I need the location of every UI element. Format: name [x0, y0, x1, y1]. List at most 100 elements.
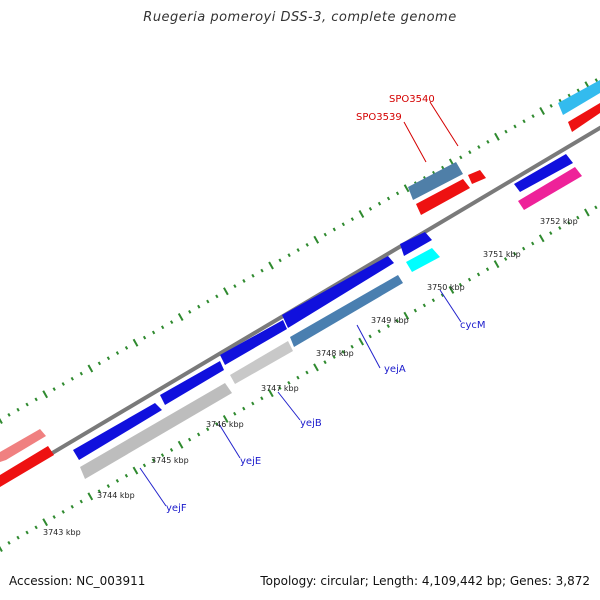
tick-mark [323, 232, 327, 237]
tick-mark [223, 287, 229, 296]
tick-mark [70, 504, 74, 509]
tick-label-3748: 3748 kbp [316, 349, 354, 358]
gene-feature-left-red-inner[interactable] [0, 446, 54, 487]
gene-label-yejf[interactable]: yejF [166, 503, 187, 514]
tick-mark [142, 463, 147, 468]
gene-feature-yejE-gray[interactable] [230, 341, 293, 384]
label-leader-line [439, 289, 462, 323]
tick-mark [350, 344, 354, 349]
tick-mark [151, 458, 156, 463]
gene-feature-yejE-blue[interactable] [160, 361, 224, 405]
tick-mark [448, 285, 455, 294]
tick-mark [79, 499, 83, 504]
tick-label-3745: 3745 kbp [151, 456, 189, 465]
gene-label-spo3540[interactable]: SPO3540 [389, 94, 435, 105]
tick-mark [97, 361, 102, 366]
tick-label-3746: 3746 kbp [206, 420, 244, 429]
tick-mark [61, 509, 65, 514]
tick-mark [268, 261, 274, 270]
tick-mark [132, 338, 139, 347]
tick-mark [522, 246, 526, 251]
tick-mark [132, 466, 139, 475]
tick-mark [233, 411, 237, 416]
tick-mark [476, 272, 481, 277]
tick-mark [278, 258, 282, 263]
tick-mark [485, 267, 490, 272]
tick-mark [52, 515, 56, 519]
tick-mark [504, 129, 508, 134]
label-leader-line [277, 391, 301, 421]
tick-mark [486, 140, 490, 144]
gene-labels: SPO3540 SPO3539 cycM yejA yejB yejE yejF [166, 94, 486, 514]
gene-feature-yejB-blue[interactable] [220, 320, 287, 365]
tick-mark [576, 88, 580, 93]
tick-mark [52, 387, 56, 391]
inner-tick-ring [0, 205, 598, 552]
gene-feature-SPO3540-red[interactable] [468, 170, 486, 184]
tick-mark [305, 370, 309, 375]
label-leader-line [218, 423, 241, 459]
tick-mark [323, 360, 327, 365]
gene-label-yeje[interactable]: yejE [240, 456, 261, 467]
tick-mark [341, 222, 346, 227]
gene-feature-cycM-cyan[interactable] [406, 248, 440, 272]
gene-label-yejb[interactable]: yejB [300, 418, 322, 429]
tick-mark [368, 334, 372, 339]
gene-feature-yejA-steel[interactable] [290, 275, 403, 347]
tick-mark [332, 355, 336, 359]
tick-mark [440, 293, 445, 297]
tick-mark [377, 201, 382, 206]
tick-mark [242, 406, 246, 411]
tick-mark [151, 330, 156, 335]
tick-mark [16, 407, 20, 412]
tick-mark [522, 119, 526, 124]
tick-mark [513, 124, 517, 129]
outer-tick-ring [0, 78, 598, 424]
gene-feature-far-right-red[interactable] [568, 103, 600, 132]
gene-feature-yejF-gray[interactable] [80, 383, 232, 479]
tick-mark [215, 422, 219, 427]
tick-mark [87, 364, 94, 373]
tick-mark [7, 412, 11, 417]
tick-mark [242, 279, 246, 283]
gene-feature-right-blue[interactable] [514, 154, 573, 192]
map-title: Ruegeria pomeroyi DSS-3, complete genome [143, 10, 457, 25]
gene-feature-far-right-cyan[interactable] [558, 80, 600, 115]
tick-mark [368, 206, 373, 211]
tick-mark [196, 432, 201, 437]
tick-mark [386, 196, 391, 201]
tick-mark [115, 351, 120, 355]
gene-label-cycm[interactable]: cycM [460, 320, 486, 331]
tick-mark [0, 417, 3, 424]
tick-mark [549, 103, 553, 108]
label-leader-line [356, 324, 381, 369]
tick-mark [16, 535, 20, 540]
gene-feature-SPO3539-red[interactable] [416, 179, 470, 215]
tick-mark [106, 484, 111, 488]
gene-feature-cycM-blue[interactable] [400, 232, 432, 256]
gene-feature-yejA-blue[interactable] [282, 256, 394, 328]
tick-mark [260, 396, 264, 401]
tick-mark [512, 251, 517, 256]
label-leader-line [403, 121, 427, 163]
tick-mark [42, 518, 48, 527]
gene-feature-SPO3539-steel[interactable] [408, 162, 463, 200]
tick-mark [538, 234, 545, 243]
tick-mark [34, 525, 38, 530]
gene-feature-left-red-outer[interactable] [0, 429, 46, 462]
tick-mark [341, 349, 345, 354]
tick-mark [206, 427, 210, 432]
tick-mark [142, 335, 147, 340]
gene-label-yeja[interactable]: yejA [384, 364, 406, 375]
gene-label-spo3539[interactable]: SPO3539 [356, 112, 402, 123]
tick-mark [170, 320, 174, 325]
tick-mark [350, 217, 355, 222]
gene-feature-yejF-blue[interactable] [73, 403, 162, 460]
tick-mark [467, 277, 472, 282]
tick-mark [115, 479, 120, 483]
tick-mark [386, 324, 390, 328]
gene-feature-right-magenta[interactable] [518, 167, 582, 210]
tick-mark [177, 440, 184, 449]
tick-mark [251, 273, 255, 278]
